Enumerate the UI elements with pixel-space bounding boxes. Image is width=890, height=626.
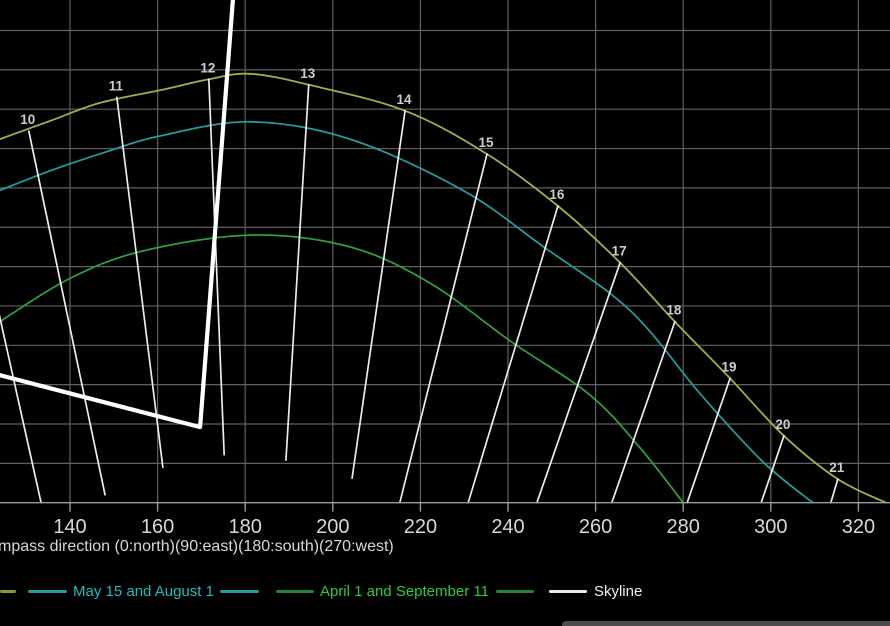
legend-label: May 15 and August 1 — [73, 582, 214, 600]
hour-line-12 — [207, 78, 226, 456]
hour-label-15: 15 — [478, 135, 494, 150]
hour-line-18 — [610, 320, 676, 504]
hour-line-14 — [351, 109, 406, 480]
hour-label-20: 20 — [775, 417, 790, 432]
hour-label-11: 11 — [109, 78, 124, 93]
hour-label-10: 10 — [20, 112, 35, 127]
hour-line-partial — [0, 314, 42, 504]
x-tick-label-180: 180 — [229, 516, 262, 538]
x-tick-label-280: 280 — [667, 516, 700, 538]
series-curve-unnamed-yellow — [0, 72, 887, 504]
hour-label-14: 14 — [397, 92, 413, 107]
legend-label: Skyline — [593, 582, 643, 600]
hour-label-18: 18 — [666, 303, 682, 318]
sun-path-plot: 10 11 12 13 14 15 16 17 18 19 20 21 140 160 180 200 220 2… — [0, 0, 890, 555]
hour-line-10 — [27, 130, 106, 496]
legend-swatch-cyan-series-dash — [28, 589, 67, 593]
hour-label-12: 12 — [200, 60, 215, 75]
x-tick-label-320: 320 — [842, 516, 875, 538]
x-tick-label-140: 140 — [53, 516, 86, 538]
x-tick-label-260: 260 — [579, 516, 612, 538]
hour-line-17 — [536, 261, 621, 504]
hour-line-16 — [467, 205, 559, 504]
x-tick-label-200: 200 — [316, 516, 349, 538]
series-curve-may-15-and-august-1 — [0, 120, 814, 504]
hour-line-21 — [829, 478, 839, 504]
legend-swatch-yellow-series-dash-cutoff — [0, 589, 16, 593]
hour-line-15 — [398, 153, 488, 504]
legend-swatch-skyline-dash — [548, 589, 587, 593]
x-tick-label-160: 160 — [141, 516, 174, 538]
skyline-line — [0, 0, 235, 430]
hour-label-17: 17 — [612, 244, 627, 259]
series-curve-april-1-and-september-11 — [0, 234, 685, 504]
hour-label-21: 21 — [829, 460, 845, 475]
hour-label-16: 16 — [549, 187, 565, 202]
hour-line-20 — [760, 434, 785, 504]
legend-label: April 1 and September 11 — [319, 582, 489, 600]
x-tick-label-220: 220 — [404, 516, 437, 538]
legend-swatch-green-series-dash — [495, 589, 534, 593]
legend-swatch-green-series-dash — [275, 589, 314, 593]
hour-label-19: 19 — [722, 359, 737, 374]
x-axis-title: mpass direction (0:north)(90:east)(180:s… — [0, 538, 394, 555]
hour-label-13: 13 — [300, 66, 316, 81]
hour-line-19 — [686, 377, 731, 504]
hour-line-13 — [285, 83, 310, 462]
chart-legend: May 15 and August 1 April 1 and September… — [0, 582, 890, 600]
x-tick-label-240: 240 — [491, 516, 524, 538]
hour-line-11 — [116, 96, 164, 469]
legend-swatch-cyan-series-dash — [219, 589, 259, 593]
bottom-scrollbar-thumb[interactable] — [562, 621, 890, 626]
x-tick-label-300: 300 — [754, 516, 787, 538]
